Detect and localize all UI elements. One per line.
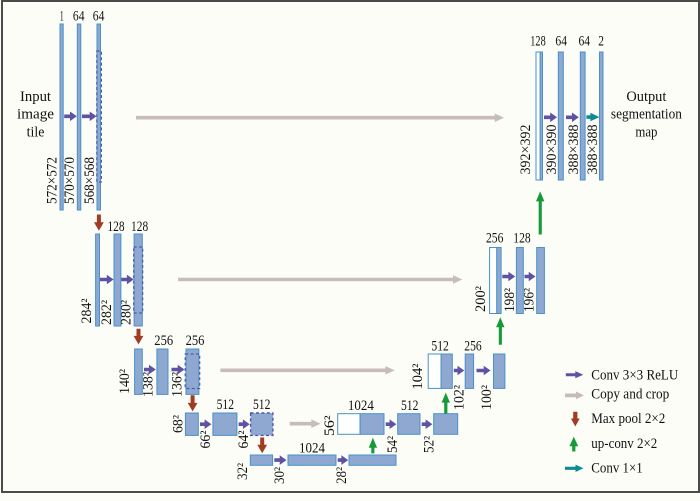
svg-text:Input: Input — [20, 89, 52, 105]
svg-text:390×390: 390×390 — [544, 125, 560, 175]
svg-text:52²: 52² — [421, 435, 437, 453]
svg-text:388×388: 388×388 — [566, 125, 582, 175]
svg-text:tile: tile — [27, 124, 45, 140]
svg-text:256: 256 — [154, 332, 173, 349]
svg-text:570×570: 570×570 — [62, 157, 78, 204]
svg-text:512: 512 — [217, 396, 234, 413]
svg-text:32²: 32² — [235, 462, 251, 480]
svg-text:128: 128 — [107, 218, 124, 235]
svg-text:196²: 196² — [522, 287, 538, 312]
svg-text:256: 256 — [464, 337, 482, 354]
svg-text:64: 64 — [73, 8, 85, 25]
svg-text:512: 512 — [253, 396, 270, 413]
svg-text:256: 256 — [486, 230, 504, 247]
svg-text:64: 64 — [93, 8, 105, 25]
svg-text:140²: 140² — [117, 368, 133, 394]
svg-text:Conv 3×3 ReLU: Conv 3×3 ReLU — [591, 368, 678, 384]
svg-text:64: 64 — [579, 32, 591, 49]
svg-text:28²: 28² — [334, 466, 350, 484]
svg-text:388×388: 388×388 — [585, 125, 601, 175]
svg-text:64²: 64² — [236, 430, 252, 449]
svg-text:128: 128 — [131, 218, 148, 235]
svg-text:1024: 1024 — [299, 439, 325, 456]
svg-text:1024: 1024 — [348, 397, 374, 414]
svg-text:66²: 66² — [198, 430, 214, 449]
svg-text:200²: 200² — [473, 285, 489, 312]
svg-text:136²: 136² — [169, 371, 185, 397]
svg-text:Conv 1×1: Conv 1×1 — [591, 461, 642, 477]
svg-text:100²: 100² — [479, 384, 495, 410]
svg-text:280²: 280² — [118, 299, 134, 325]
svg-text:64: 64 — [555, 32, 567, 49]
svg-text:image: image — [17, 107, 54, 123]
svg-text:map: map — [635, 124, 657, 140]
svg-text:198²: 198² — [502, 287, 518, 312]
svg-text:68²: 68² — [171, 414, 187, 433]
svg-text:138²: 138² — [141, 371, 157, 397]
svg-text:Copy and crop: Copy and crop — [591, 387, 669, 403]
svg-text:102²: 102² — [452, 384, 468, 410]
svg-text:512: 512 — [431, 337, 448, 354]
svg-text:30²: 30² — [272, 466, 288, 484]
svg-text:284²: 284² — [79, 298, 95, 324]
svg-text:segmentation: segmentation — [611, 107, 683, 123]
svg-text:568×568: 568×568 — [82, 157, 98, 204]
svg-text:128: 128 — [530, 32, 546, 49]
svg-text:1: 1 — [60, 8, 64, 25]
svg-text:256: 256 — [186, 332, 205, 349]
svg-text:54²: 54² — [385, 435, 401, 453]
svg-text:128: 128 — [513, 230, 531, 247]
svg-text:Max pool 2×2: Max pool 2×2 — [591, 411, 665, 427]
svg-text:392×392: 392×392 — [518, 125, 534, 175]
svg-text:56²: 56² — [322, 415, 338, 436]
svg-text:282²: 282² — [99, 299, 115, 325]
svg-text:512: 512 — [401, 397, 418, 414]
svg-text:up-conv 2×2: up-conv 2×2 — [591, 436, 657, 452]
svg-text:104²: 104² — [410, 363, 426, 390]
svg-text:572×572: 572×572 — [45, 157, 61, 204]
svg-text:Output: Output — [626, 89, 667, 105]
svg-text:2: 2 — [598, 32, 604, 49]
